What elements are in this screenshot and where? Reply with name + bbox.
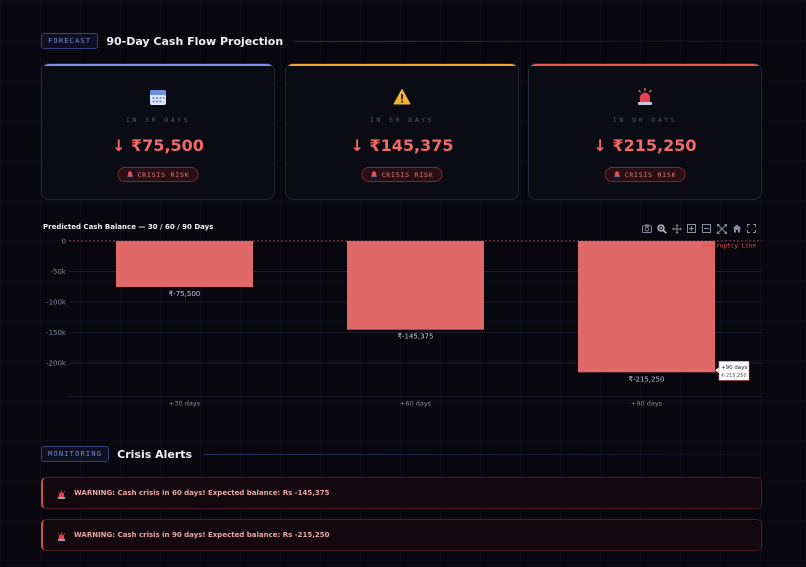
card-label: IN 90 DAYS xyxy=(612,116,678,124)
data-label: ₹-75,500 xyxy=(169,290,200,298)
chart-title: Predicted Cash Balance — 30 / 60 / 90 Da… xyxy=(43,223,214,231)
bar[interactable] xyxy=(347,241,484,330)
forecast-title: 90-Day Cash Flow Projection xyxy=(106,34,284,48)
section-divider xyxy=(295,40,762,42)
forecast-card-90: IN 90 DAYS ↓ ₹215,250 CRISIS RISK xyxy=(528,63,762,200)
siren-icon xyxy=(57,484,66,503)
fullscreen-icon[interactable] xyxy=(745,223,758,234)
y-tick-label: -50k xyxy=(51,268,67,276)
data-label: ₹-215,250 xyxy=(629,375,665,383)
y-tick-label: 0 xyxy=(62,238,66,246)
card-accent xyxy=(529,64,761,66)
x-tick-label: +90 days xyxy=(631,400,663,408)
card-label: IN 60 DAYS xyxy=(369,116,435,124)
tooltip-value: ₹-215,250 xyxy=(721,373,747,379)
tooltip-title: +90 days xyxy=(721,365,747,371)
y-tick-label: -200k xyxy=(46,360,67,368)
forecast-card-30: IN 30 DAYS ↓ ₹75,500 CRISIS RISK xyxy=(41,63,275,200)
card-accent xyxy=(286,64,518,66)
siren-icon xyxy=(614,170,621,179)
y-tick-label: -100k xyxy=(46,299,67,307)
siren-icon xyxy=(57,526,66,545)
calendar-icon xyxy=(42,88,274,106)
zoom-icon[interactable] xyxy=(655,223,668,234)
badge-label: CRISIS RISK xyxy=(381,170,434,179)
zoom-in-icon[interactable] xyxy=(685,223,698,234)
card-value: ↓ ₹215,250 xyxy=(593,136,697,155)
crisis-risk-badge: CRISIS RISK xyxy=(361,167,443,182)
alert-message: WARNING: Cash crisis in 90 days! Expecte… xyxy=(74,531,330,539)
crisis-risk-badge: CRISIS RISK xyxy=(117,167,199,182)
bar[interactable] xyxy=(578,241,715,373)
data-label: ₹-145,375 xyxy=(398,333,434,341)
monitoring-section-header: MONITORING Crisis Alerts xyxy=(41,446,762,462)
x-tick-label: +30 days xyxy=(169,400,201,408)
bar[interactable] xyxy=(116,241,253,288)
monitoring-title: Crisis Alerts xyxy=(117,447,193,461)
tooltip-pointer xyxy=(715,367,719,374)
badge-label: CRISIS RISK xyxy=(137,170,190,179)
tooltip xyxy=(718,361,750,381)
zoom-out-icon[interactable] xyxy=(700,223,713,234)
forecast-tag: FORECAST xyxy=(41,33,99,49)
forecast-section-header: FORECAST 90-Day Cash Flow Projection xyxy=(41,33,762,49)
section-divider xyxy=(204,453,762,455)
badge-label: CRISIS RISK xyxy=(624,170,677,179)
siren-icon xyxy=(529,87,761,106)
camera-icon[interactable] xyxy=(640,223,653,234)
card-accent xyxy=(42,64,274,66)
chart-toolbar xyxy=(640,223,758,234)
pan-icon[interactable] xyxy=(670,223,683,234)
cash-balance-chart: 0 -50k -100k -150k -200k ₹-75,500 +30 days ₹-14… xyxy=(46,238,762,408)
monitoring-tag: MONITORING xyxy=(41,446,110,462)
x-tick-label: +60 days xyxy=(400,400,432,408)
crisis-alert: WARNING: Cash crisis in 60 days! Expecte… xyxy=(41,477,762,509)
siren-icon xyxy=(127,170,134,179)
autoscale-icon[interactable] xyxy=(715,223,728,234)
card-label: IN 30 DAYS xyxy=(125,116,191,124)
siren-icon xyxy=(371,170,378,179)
bankruptcy-line-label: Bankruptcy Line xyxy=(702,243,757,250)
alert-message: WARNING: Cash crisis in 60 days! Expecte… xyxy=(74,489,330,497)
crisis-alert: WARNING: Cash crisis in 90 days! Expecte… xyxy=(41,519,762,551)
crisis-risk-badge: CRISIS RISK xyxy=(604,167,686,182)
forecast-card-60: IN 60 DAYS ↓ ₹145,375 CRISIS RISK xyxy=(285,63,519,200)
card-value: ↓ ₹75,500 xyxy=(112,136,204,155)
warning-icon xyxy=(286,88,518,106)
card-value: ↓ ₹145,375 xyxy=(350,136,454,155)
y-tick-label: -150k xyxy=(46,329,67,337)
home-icon[interactable] xyxy=(730,223,743,234)
